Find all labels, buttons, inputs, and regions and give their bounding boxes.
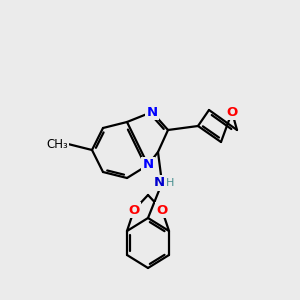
- Text: O: O: [226, 106, 238, 118]
- Text: O: O: [156, 203, 168, 217]
- Text: O: O: [128, 203, 140, 217]
- Text: H: H: [166, 178, 174, 188]
- Text: N: N: [153, 176, 165, 190]
- Text: N: N: [142, 158, 154, 172]
- Text: CH₃: CH₃: [46, 137, 68, 151]
- Text: N: N: [146, 106, 158, 118]
